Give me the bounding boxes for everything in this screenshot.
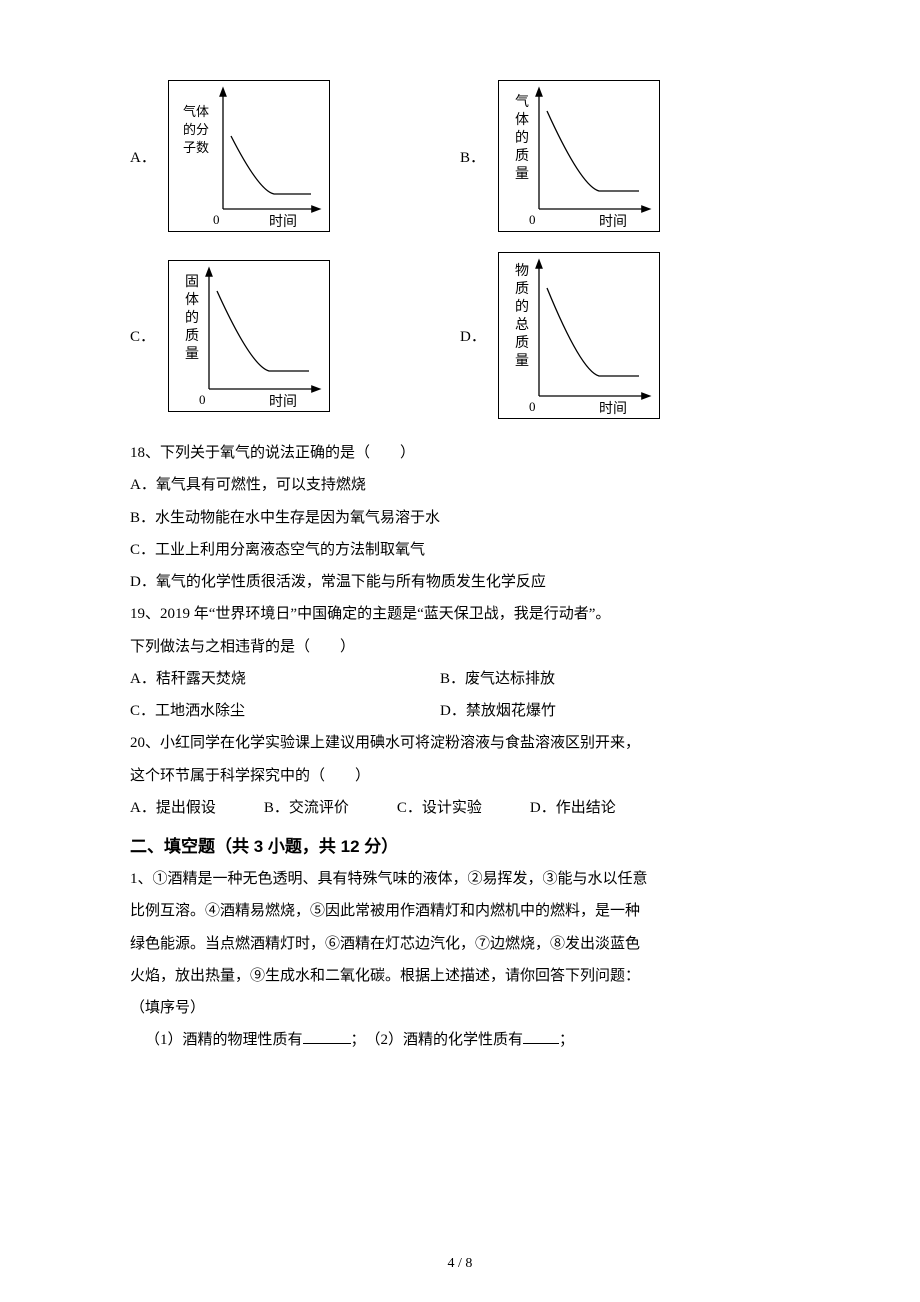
chart-d-ylabel-3: 的	[515, 299, 529, 315]
chart-b-ylabel-3: 的	[515, 130, 529, 146]
q20-optB: B．交流评价	[264, 792, 349, 824]
q18-optB: B．水生动物能在水中生存是因为氧气易溶于水	[130, 502, 790, 534]
chart-b-ylabel-4: 质	[515, 148, 529, 164]
blank-2	[523, 1028, 559, 1044]
q20-optD: D．作出结论	[530, 792, 616, 824]
chart-c-ylabel-4: 质	[185, 328, 199, 344]
option-c-wrap: C． 固 体 的 质 量 0 时间	[130, 252, 460, 419]
chart-b-origin: 0	[529, 212, 536, 227]
chart-d-ylabel-6: 量	[515, 353, 529, 369]
q20-options: A．提出假设 B．交流评价 C．设计实验 D．作出结论	[130, 792, 790, 824]
s2q1-l4: 火焰，放出热量，⑨生成水和二氧化碳。根据上述描述，请你回答下列问题：	[130, 960, 790, 992]
q20-optA: A．提出假设	[130, 792, 216, 824]
s2q1-l1: 1、①酒精是一种无色透明、具有特殊气味的液体，②易挥发，③能与水以任意	[130, 863, 790, 895]
option-b-wrap: B． 气 体 的 质 量 0 时间	[460, 80, 660, 232]
q19-row1: A．秸秆露天焚烧 B．废气达标排放	[130, 663, 790, 695]
chart-c-xlabel: 时间	[269, 394, 297, 410]
chart-c-ylabel-1: 固	[185, 275, 199, 290]
chart-d-ylabel-4: 总	[515, 317, 529, 333]
q20-optC: C．设计实验	[397, 792, 482, 824]
q18-optC: C．工业上利用分离液态空气的方法制取氧气	[130, 534, 790, 566]
chart-b: 气 体 的 质 量 0 时间	[498, 80, 660, 232]
q18-stem: 18、下列关于氧气的说法正确的是（ ）	[130, 437, 790, 469]
q19-optB: B．废气达标排放	[440, 663, 555, 695]
chart-b-ylabel-1: 气	[515, 94, 529, 110]
chart-a: 气体 的分 子数 0 时间	[168, 80, 330, 232]
q20-stem1: 20、小红同学在化学实验课上建议用碘水可将淀粉溶液与食盐溶液区别开来，	[130, 727, 790, 759]
q18-optA: A．氧气具有可燃性，可以支持燃烧	[130, 469, 790, 501]
page-number: 4 / 8	[0, 1256, 920, 1272]
q19-row2: C．工地洒水除尘 D．禁放烟花爆竹	[130, 695, 790, 727]
q19-optA: A．秸秆露天焚烧	[130, 663, 440, 695]
option-a-label: A．	[130, 146, 158, 167]
s2q1-l2: 比例互溶。④酒精易燃烧，⑤因此常被用作酒精灯和内燃机中的燃料，是一种	[130, 895, 790, 927]
chart-row-ab: A． 气体 的分 子数 0 时间	[130, 80, 790, 232]
q19-stem2: 下列做法与之相违背的是（ ）	[130, 631, 790, 663]
option-d-label: D．	[460, 325, 488, 346]
s2q1-sub1-end: ；	[559, 1032, 574, 1048]
chart-b-ylabel-2: 体	[515, 112, 529, 128]
chart-a-ylabel-3: 子数	[183, 140, 209, 155]
chart-b-xlabel: 时间	[599, 214, 627, 230]
chart-d-ylabel-2: 质	[515, 281, 529, 297]
option-b-label: B．	[460, 146, 488, 167]
q18-optD: D．氧气的化学性质很活泼，常温下能与所有物质发生化学反应	[130, 566, 790, 598]
s2q1-l5: （填序号）	[130, 992, 790, 1024]
blank-1	[303, 1028, 351, 1044]
q20-stem2: 这个环节属于科学探究中的（ ）	[130, 760, 790, 792]
chart-d-xlabel: 时间	[599, 401, 627, 417]
option-a-wrap: A． 气体 的分 子数 0 时间	[130, 80, 460, 232]
chart-c-ylabel-5: 量	[185, 346, 199, 362]
s2q1-sub1-mid: ； （2）酒精的化学性质有	[351, 1032, 524, 1048]
chart-d-origin: 0	[529, 399, 536, 414]
s2q1-sub: （1）酒精的物理性质有 ； （2）酒精的化学性质有 ；	[130, 1024, 790, 1056]
chart-a-ylabel-2: 的分	[183, 122, 209, 137]
chart-c-ylabel-3: 的	[185, 310, 199, 326]
q19-stem1: 19、2019 年“世界环境日”中国确定的主题是“蓝天保卫战，我是行动者”。	[130, 598, 790, 630]
option-c-label: C．	[130, 325, 158, 346]
chart-a-ylabel-1: 气体	[183, 104, 209, 119]
chart-a-xlabel: 时间	[269, 214, 297, 230]
chart-b-ylabel-5: 量	[515, 166, 529, 182]
chart-d-ylabel-5: 质	[515, 335, 529, 351]
chart-a-origin: 0	[213, 212, 220, 227]
chart-c-ylabel-2: 体	[185, 292, 199, 308]
option-d-wrap: D． 物 质 的 总 质 量 0	[460, 252, 660, 419]
chart-c: 固 体 的 质 量 0 时间	[168, 260, 330, 412]
chart-d-ylabel-1: 物	[515, 263, 529, 279]
chart-row-cd: C． 固 体 的 质 量 0 时间	[130, 252, 790, 419]
s2q1-l3: 绿色能源。当点燃酒精灯时，⑥酒精在灯芯边汽化，⑦边燃烧，⑧发出淡蓝色	[130, 928, 790, 960]
section2-title: 二、填空题（共 3 小题，共 12 分）	[130, 832, 790, 857]
chart-c-origin: 0	[199, 392, 206, 407]
chart-d: 物 质 的 总 质 量 0 时间	[498, 252, 660, 419]
q19-optC: C．工地洒水除尘	[130, 695, 440, 727]
s2q1-sub1-left: （1）酒精的物理性质有	[145, 1032, 303, 1048]
q19-optD: D．禁放烟花爆竹	[440, 695, 556, 727]
